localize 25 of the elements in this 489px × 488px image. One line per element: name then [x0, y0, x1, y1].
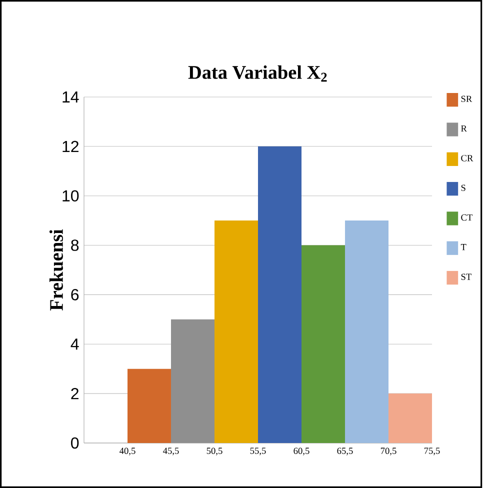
chart-title: Data Variabel X$_{2}$ [188, 65, 327, 82]
legend-label: ST [461, 274, 472, 280]
x-tick-label: 40,5 [120, 448, 136, 456]
x-tick-label: 60,5 [294, 448, 310, 456]
legend-label: T [460, 244, 466, 250]
legend-label: SR [461, 96, 472, 102]
y-tick-label: 6 [71, 289, 79, 300]
y-tick-label: 14 [62, 91, 79, 102]
legend-label: CT [461, 214, 473, 221]
x-tick-label: 55,5 [250, 448, 266, 456]
legend-label: CR [461, 155, 474, 162]
x-tick-label: 65,5 [337, 448, 353, 456]
y-tick-label: 4 [70, 338, 79, 350]
legend-label: S [461, 184, 466, 191]
x-tick-label: 75,5 [424, 448, 440, 456]
y-axis-title: Frekuensi [49, 229, 64, 311]
x-tick-label: 70,5 [380, 448, 396, 456]
x-tick-label: 50,5 [206, 448, 222, 456]
y-tick-label: 10 [62, 190, 79, 202]
y-tick-label: 8 [71, 240, 79, 251]
y-tick-label: 0 [71, 437, 79, 449]
y-tick-label: 2 [71, 388, 78, 400]
x-tick-label: 45,5 [163, 448, 179, 456]
y-tick-label: 12 [62, 140, 78, 152]
legend-label: R [461, 125, 467, 132]
